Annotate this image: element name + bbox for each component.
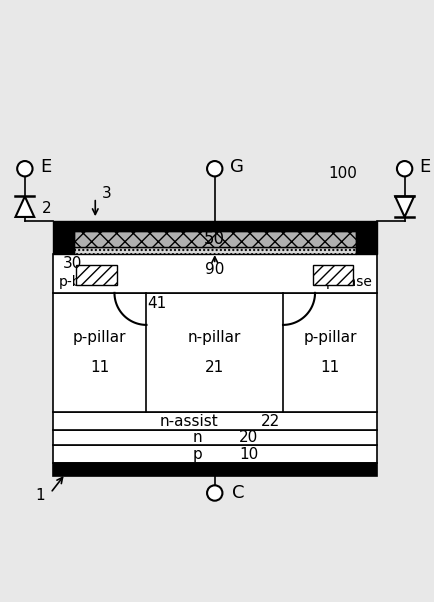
Bar xyxy=(53,430,377,445)
Bar xyxy=(53,445,377,463)
Text: E: E xyxy=(40,158,51,176)
Bar xyxy=(53,255,377,293)
Text: 1: 1 xyxy=(35,488,45,503)
Bar xyxy=(74,231,355,247)
Text: p-base: p-base xyxy=(326,275,373,289)
Bar xyxy=(53,412,377,430)
Circle shape xyxy=(207,485,222,501)
Bar xyxy=(76,265,117,285)
Text: 10: 10 xyxy=(239,447,259,462)
Text: 30: 30 xyxy=(63,256,82,272)
Text: E: E xyxy=(420,158,431,176)
Text: p-pillar: p-pillar xyxy=(73,330,126,345)
Bar xyxy=(74,247,355,255)
Text: 41: 41 xyxy=(148,296,167,311)
Bar xyxy=(53,221,74,255)
Text: 3: 3 xyxy=(102,186,112,201)
Text: G: G xyxy=(230,158,243,176)
Text: 50: 50 xyxy=(204,230,225,247)
Text: 11: 11 xyxy=(320,360,339,375)
Text: n: n xyxy=(193,430,203,445)
Text: n-assist: n-assist xyxy=(160,414,218,429)
Circle shape xyxy=(207,161,222,176)
Bar xyxy=(53,293,377,412)
Bar xyxy=(355,221,377,255)
Circle shape xyxy=(17,161,33,176)
Text: C: C xyxy=(232,484,244,502)
Circle shape xyxy=(397,161,412,176)
Bar xyxy=(313,265,353,285)
Text: 20: 20 xyxy=(239,430,259,445)
Text: 11: 11 xyxy=(90,360,109,375)
Text: 22: 22 xyxy=(260,414,280,429)
Bar xyxy=(53,463,377,476)
Text: p-pillar: p-pillar xyxy=(303,330,357,345)
Text: n-pillar: n-pillar xyxy=(188,330,241,345)
Text: 90: 90 xyxy=(205,262,224,277)
Bar xyxy=(74,221,355,231)
Text: 2: 2 xyxy=(42,201,52,216)
Text: p: p xyxy=(193,447,203,462)
Text: 100: 100 xyxy=(328,166,357,181)
Polygon shape xyxy=(395,196,414,217)
Polygon shape xyxy=(16,196,34,217)
Text: 21: 21 xyxy=(205,360,224,375)
Text: p-base: p-base xyxy=(59,275,106,289)
